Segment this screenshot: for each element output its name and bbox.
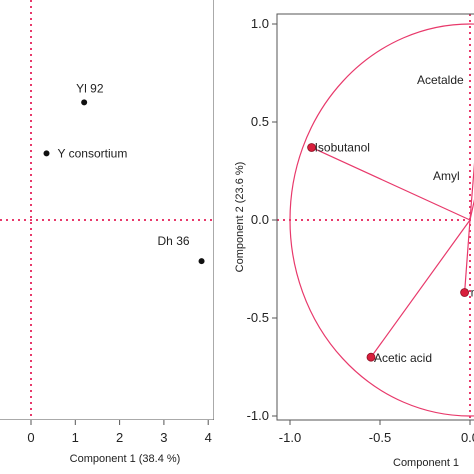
loadings-x-tick-label: 0.0	[461, 430, 474, 445]
loading-point-label-acetic-acid: Acetic acid	[374, 351, 432, 365]
loading-vector-acetalde	[469, 162, 474, 221]
score-point-label-y-consortium: Y consortium	[58, 146, 128, 160]
loadings-points: Acetalde Isobutanol Amyl m Acetic acid	[307, 73, 474, 365]
loadings-y-tick-label: 1.0	[251, 16, 269, 31]
scores-plot-area: Yl 92 Y consortium Dh 36	[0, 0, 214, 420]
scores-x-tick-label: 2	[116, 430, 123, 445]
scores-x-tick-label: 4	[205, 430, 212, 445]
loading-point-label-acetalde: Acetalde	[417, 73, 464, 87]
loadings-y-ticks: 1.0 0.5 0.0 -0.5 -1.0	[247, 16, 277, 423]
loadings-x-axis-label: Component 1	[393, 457, 459, 469]
loading-point-label-amyl: Amyl	[433, 169, 460, 183]
loading-point-isobutanol	[307, 143, 317, 152]
scores-x-tick-label: 0	[27, 430, 34, 445]
loading-point-m	[460, 288, 470, 297]
score-point-y-consortium	[43, 150, 50, 157]
loading-vector-acetic-acid	[370, 219, 471, 358]
loading-point-label-isobutanol: Isobutanol	[315, 140, 370, 154]
loadings-x-ticks: -1.0 -0.5 0.0	[279, 420, 474, 445]
loading-point-acetic-acid	[366, 352, 376, 362]
scores-x-tick-label: 1	[72, 430, 79, 445]
loadings-x-tick-label: -0.5	[369, 430, 391, 445]
loadings-unit-circle	[289, 23, 474, 417]
loadings-y-axis-label: Component 2 (23.6 %)	[234, 162, 246, 273]
scores-x-ticks: 0 1 2 3 4	[27, 420, 212, 445]
score-point-label-yl-92: Yl 92	[76, 81, 104, 95]
score-point-yl-92	[81, 99, 88, 106]
loadings-plot-area: Acetalde Isobutanol Amyl m Acetic acid	[277, 14, 474, 420]
scores-x-tick-label: 3	[160, 430, 167, 445]
loadings-y-tick-label: 0.0	[251, 212, 269, 227]
scores-panel: Yl 92 Y consortium Dh 36 0 1 2 3 4 Component 1…	[0, 0, 214, 465]
loadings-y-tick-label: -0.5	[247, 310, 269, 325]
loadings-panel: AcetaldeIsobutanolAmylmAcetic acid -1.0-…	[234, 13, 474, 469]
scores-points: Yl 92 Y consortium Dh 36	[43, 81, 205, 265]
loading-vector-m	[464, 219, 471, 293]
loading-vector-isobutanol	[311, 146, 471, 221]
loadings-x-tick-label: -1.0	[279, 430, 301, 445]
loadings-y-tick-label: 0.5	[251, 114, 269, 129]
score-point-label-dh-36: Dh 36	[158, 234, 190, 248]
scores-x-axis-label: Component 1 (38.4 %)	[70, 453, 181, 465]
loadings-vectors	[311, 146, 474, 358]
score-point-dh-36	[198, 258, 205, 265]
loading-vector-amyl	[469, 199, 474, 221]
loadings-y-tick-label: -1.0	[247, 408, 269, 423]
loading-point-label-m: m	[471, 286, 474, 300]
